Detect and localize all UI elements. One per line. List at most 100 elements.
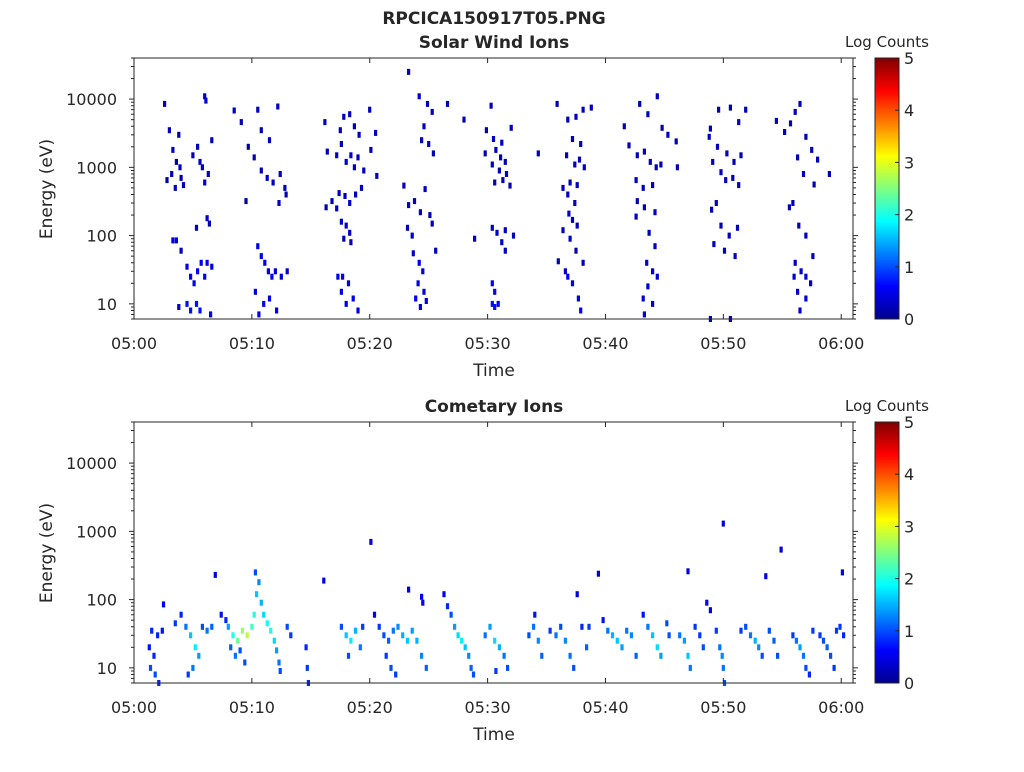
spectrogram-cell	[493, 304, 497, 310]
spectrogram-cell	[792, 273, 796, 280]
spectrogram-cell	[572, 664, 576, 671]
spectrogram-cell	[205, 215, 209, 222]
spectrogram-cell	[563, 268, 567, 275]
spectrogram-cell	[272, 637, 276, 644]
spectrogram-cell	[798, 307, 802, 314]
colorbar: Log Counts 0 1 2 3 4 5	[845, 33, 929, 329]
x-tick-label: 05:00	[111, 698, 157, 717]
y-tick-label: 1000	[76, 158, 117, 177]
spectrogram-cell	[791, 200, 795, 206]
spectrogram-cell	[153, 671, 157, 678]
spectrogram-cell	[424, 664, 428, 671]
colorbar-tick-label: 4	[904, 465, 914, 484]
spectrogram-cell	[744, 623, 748, 630]
spectrogram-cell	[417, 259, 421, 266]
spectrogram-cell	[289, 632, 293, 639]
spectrogram-cell	[561, 184, 565, 191]
spectrogram-cell	[825, 644, 829, 651]
spectrogram-cell	[352, 164, 356, 171]
spectrogram-cell	[147, 644, 151, 651]
spectrogram-cell	[821, 637, 826, 644]
spectrogram-cell	[490, 161, 494, 168]
spectrogram-cell	[641, 611, 645, 618]
spectrogram-cell	[627, 142, 631, 149]
spectrogram-cell	[506, 664, 510, 671]
y-tick-label: 10000	[66, 90, 117, 109]
spectrogram-cell	[731, 174, 735, 181]
spectrogram-cell	[173, 620, 177, 627]
spectrogram-cell	[197, 652, 201, 659]
spectrogram-cell	[179, 247, 183, 254]
spectrogram-cell	[323, 119, 327, 126]
x-tick-label: 05:40	[582, 698, 628, 717]
spectrogram-cell	[369, 146, 373, 153]
spectrogram-cell	[344, 632, 348, 639]
spectrogram-cell	[207, 220, 211, 227]
spectrogram-cell	[718, 644, 722, 651]
spectrogram-cell	[189, 307, 193, 314]
spectrogram-cell	[420, 593, 424, 600]
spectrogram-cell	[471, 671, 476, 678]
spectrogram-cell	[811, 627, 815, 634]
colorbar-tick-label: 2	[904, 206, 914, 225]
spectrogram-cell	[804, 664, 808, 671]
x-axis-label: Time	[472, 361, 515, 381]
spectrogram-cell	[842, 632, 846, 639]
spectrogram-cell	[411, 250, 415, 257]
colorbar-tick-label: 3	[904, 517, 914, 536]
spectrogram-cell	[270, 273, 274, 280]
spectrogram-cell	[377, 623, 381, 630]
spectrogram-cell	[240, 627, 244, 634]
spectrogram-cell	[816, 156, 820, 163]
spectrogram-cell	[344, 300, 348, 307]
spectrogram-cell	[185, 263, 189, 270]
spectrogram-cell	[262, 611, 266, 618]
spectrogram-cell	[500, 139, 504, 146]
x-tick-label: 06:00	[818, 698, 864, 717]
spectrogram-cell	[563, 637, 567, 644]
spectrogram-cell	[424, 298, 428, 304]
spectrogram-cell	[335, 152, 339, 159]
spectrogram-cell	[577, 156, 582, 163]
spectrogram-cell	[259, 599, 263, 606]
spectrogram-cell	[339, 141, 343, 147]
spectrogram-cell	[829, 652, 833, 659]
spectrogram-cell	[275, 307, 279, 314]
spectrogram-cell	[642, 148, 646, 155]
spectrogram-cell	[585, 644, 589, 651]
spectrogram-cell	[204, 97, 208, 104]
spectrogram-cell	[548, 627, 552, 634]
spectrogram-cell	[346, 652, 351, 659]
spectrogram-cell	[641, 184, 645, 191]
spectrogram-cell	[391, 627, 395, 634]
spectrogram-cell	[490, 300, 494, 307]
spectrogram-cell	[575, 182, 579, 189]
spectrogram-cell	[606, 627, 610, 634]
spectrogram-cell	[369, 538, 373, 545]
spectrogram-cell	[191, 664, 195, 671]
spectrogram-cell	[641, 295, 645, 302]
spectrogram-cell	[493, 179, 497, 186]
spectrogram-cell	[285, 268, 289, 275]
spectrogram-cell	[570, 216, 575, 223]
spectrogram-cell	[394, 671, 398, 678]
spectrogram-cell	[267, 137, 272, 144]
spectrogram-cell	[256, 106, 260, 113]
y-tick-label: 10	[97, 659, 117, 678]
spectrogram-cell	[428, 212, 432, 219]
spectrogram-cell	[415, 637, 419, 644]
spectrogram-cell	[659, 652, 663, 659]
spectrogram-cell	[167, 127, 171, 134]
panel-title: Solar Wind Ions	[419, 33, 570, 53]
spectrogram-cell	[179, 611, 183, 618]
spectrogram-cell	[568, 179, 572, 186]
spectrogram-cell	[655, 273, 659, 280]
spectrogram-cell	[566, 273, 570, 280]
spectrogram-cell	[209, 311, 213, 318]
spectrogram-cell	[725, 150, 729, 157]
spectrogram-cell	[493, 288, 497, 295]
spectrogram-cell	[705, 599, 709, 606]
spectrogram-cell	[500, 239, 504, 246]
spectrogram-cell	[473, 235, 477, 242]
spectrogram-cell	[714, 627, 718, 634]
